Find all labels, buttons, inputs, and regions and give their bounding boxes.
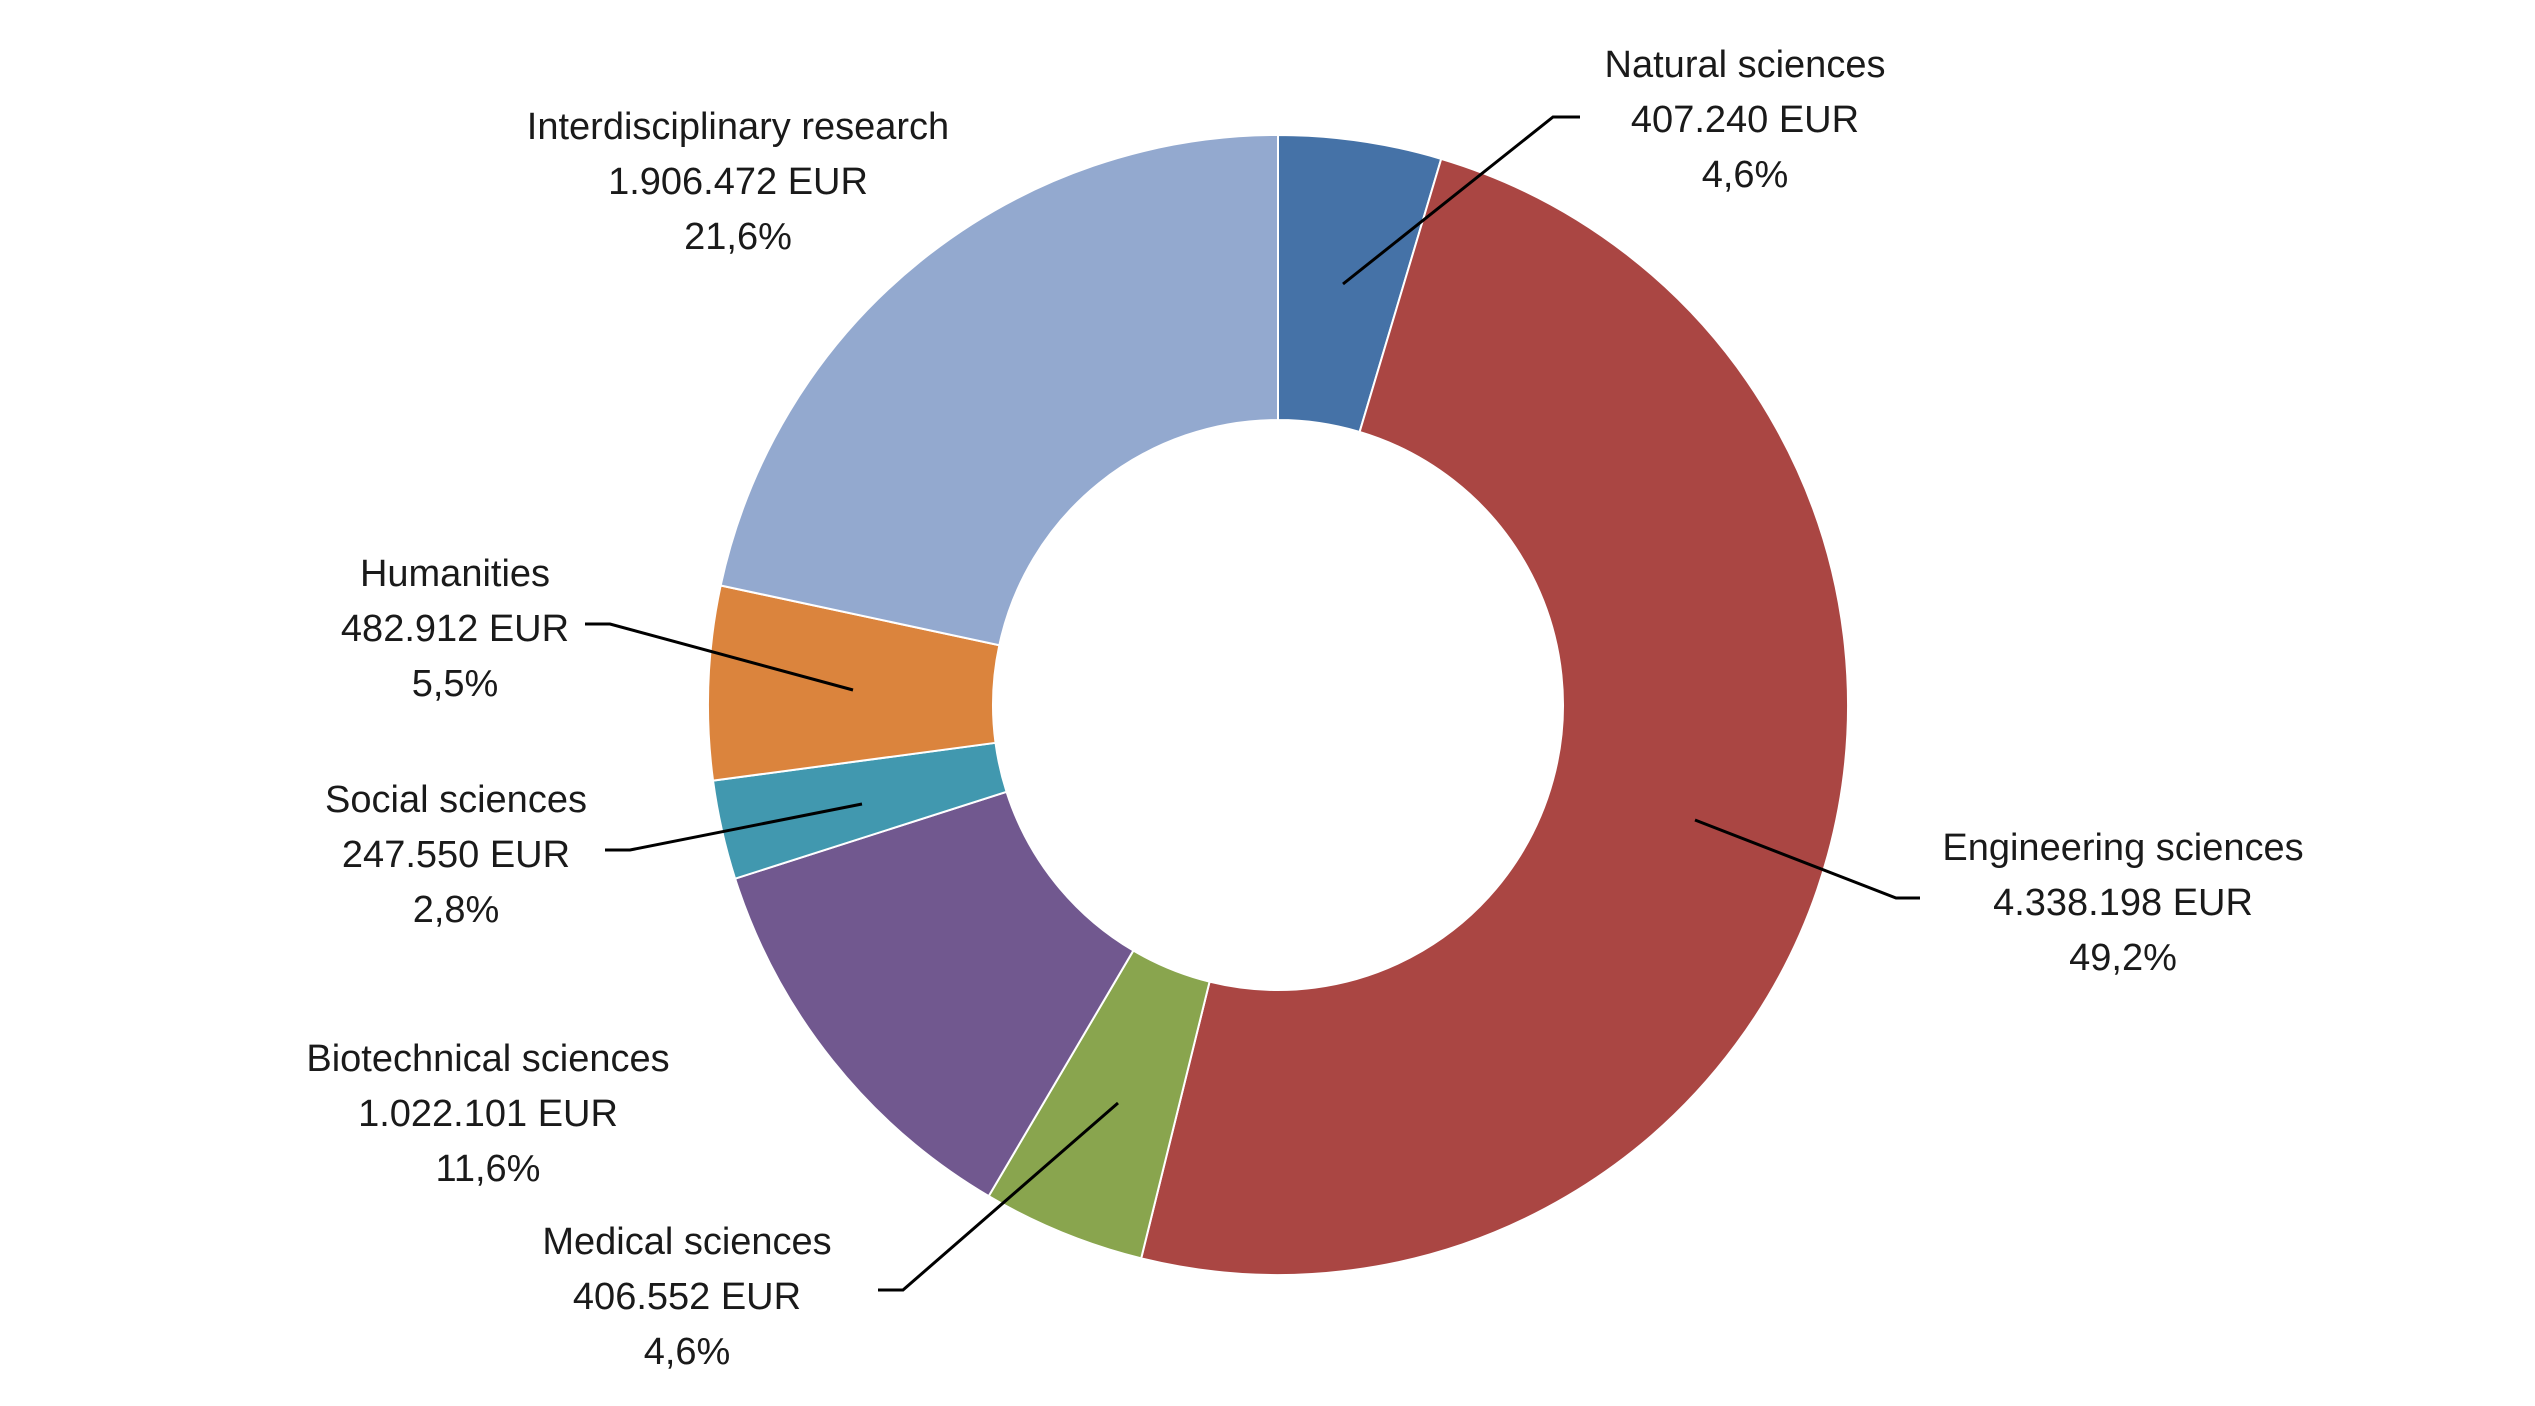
label-value: 1.906.472 EUR xyxy=(608,161,868,203)
label-percent: 49,2% xyxy=(2069,937,2177,979)
label-value: 247.550 EUR xyxy=(342,834,570,876)
label-percent: 11,6% xyxy=(436,1148,541,1190)
slice-biotechnical-sciences xyxy=(733,790,1135,1198)
leader-line-medical-sciences xyxy=(878,1101,1119,1292)
label-name: Medical sciences xyxy=(542,1221,831,1263)
slice-interdisciplinary-research xyxy=(719,133,1279,647)
label-percent: 21,6% xyxy=(684,216,792,258)
data-label-medical-sciences: Medical sciences 406.552 EUR 4,6% xyxy=(542,1221,831,1373)
label-name: Interdisciplinary research xyxy=(527,106,949,148)
label-percent: 2,8% xyxy=(413,889,500,931)
data-label-social-sciences: Social sciences 247.550 EUR 2,8% xyxy=(325,779,587,931)
leader-line-natural-sciences xyxy=(1342,115,1580,286)
data-label-natural-sciences: Natural sciences 407.240 EUR 4,6% xyxy=(1605,44,1886,196)
data-label-engineering-sciences: Engineering sciences 4.338.198 EUR 49,2% xyxy=(1942,827,2303,979)
label-value: 482.912 EUR xyxy=(341,608,569,650)
label-percent: 4,6% xyxy=(644,1331,731,1373)
label-name: Humanities xyxy=(360,553,550,595)
label-name: Engineering sciences xyxy=(1942,827,2303,869)
label-name: Natural sciences xyxy=(1605,44,1886,86)
leader-lines xyxy=(585,115,1920,1292)
label-value: 1.022.101 EUR xyxy=(358,1093,618,1135)
label-value: 406.552 EUR xyxy=(573,1276,801,1318)
label-name: Social sciences xyxy=(325,779,587,821)
data-label-biotechnical-sciences: Biotechnical sciences 1.022.101 EUR 11,6% xyxy=(306,1038,669,1190)
label-name: Biotechnical sciences xyxy=(306,1038,669,1080)
data-label-humanities: Humanities 482.912 EUR 5,5% xyxy=(341,553,569,705)
slice-engineering-sciences xyxy=(1139,157,1850,1277)
data-label-interdisciplinary-research: Interdisciplinary research 1.906.472 EUR 2… xyxy=(527,106,949,258)
leader-line-humanities xyxy=(585,622,854,692)
label-percent: 5,5% xyxy=(412,663,499,705)
leader-line-engineering-sciences xyxy=(1694,818,1920,900)
label-value: 407.240 EUR xyxy=(1631,99,1859,141)
donut-slices xyxy=(707,133,1850,1277)
label-value: 4.338.198 EUR xyxy=(1993,882,2253,924)
label-percent: 4,6% xyxy=(1702,154,1789,196)
data-labels: Natural sciences 407.240 EUR 4,6% Engineeri… xyxy=(306,44,2303,1373)
leader-line-social-sciences xyxy=(605,802,863,852)
